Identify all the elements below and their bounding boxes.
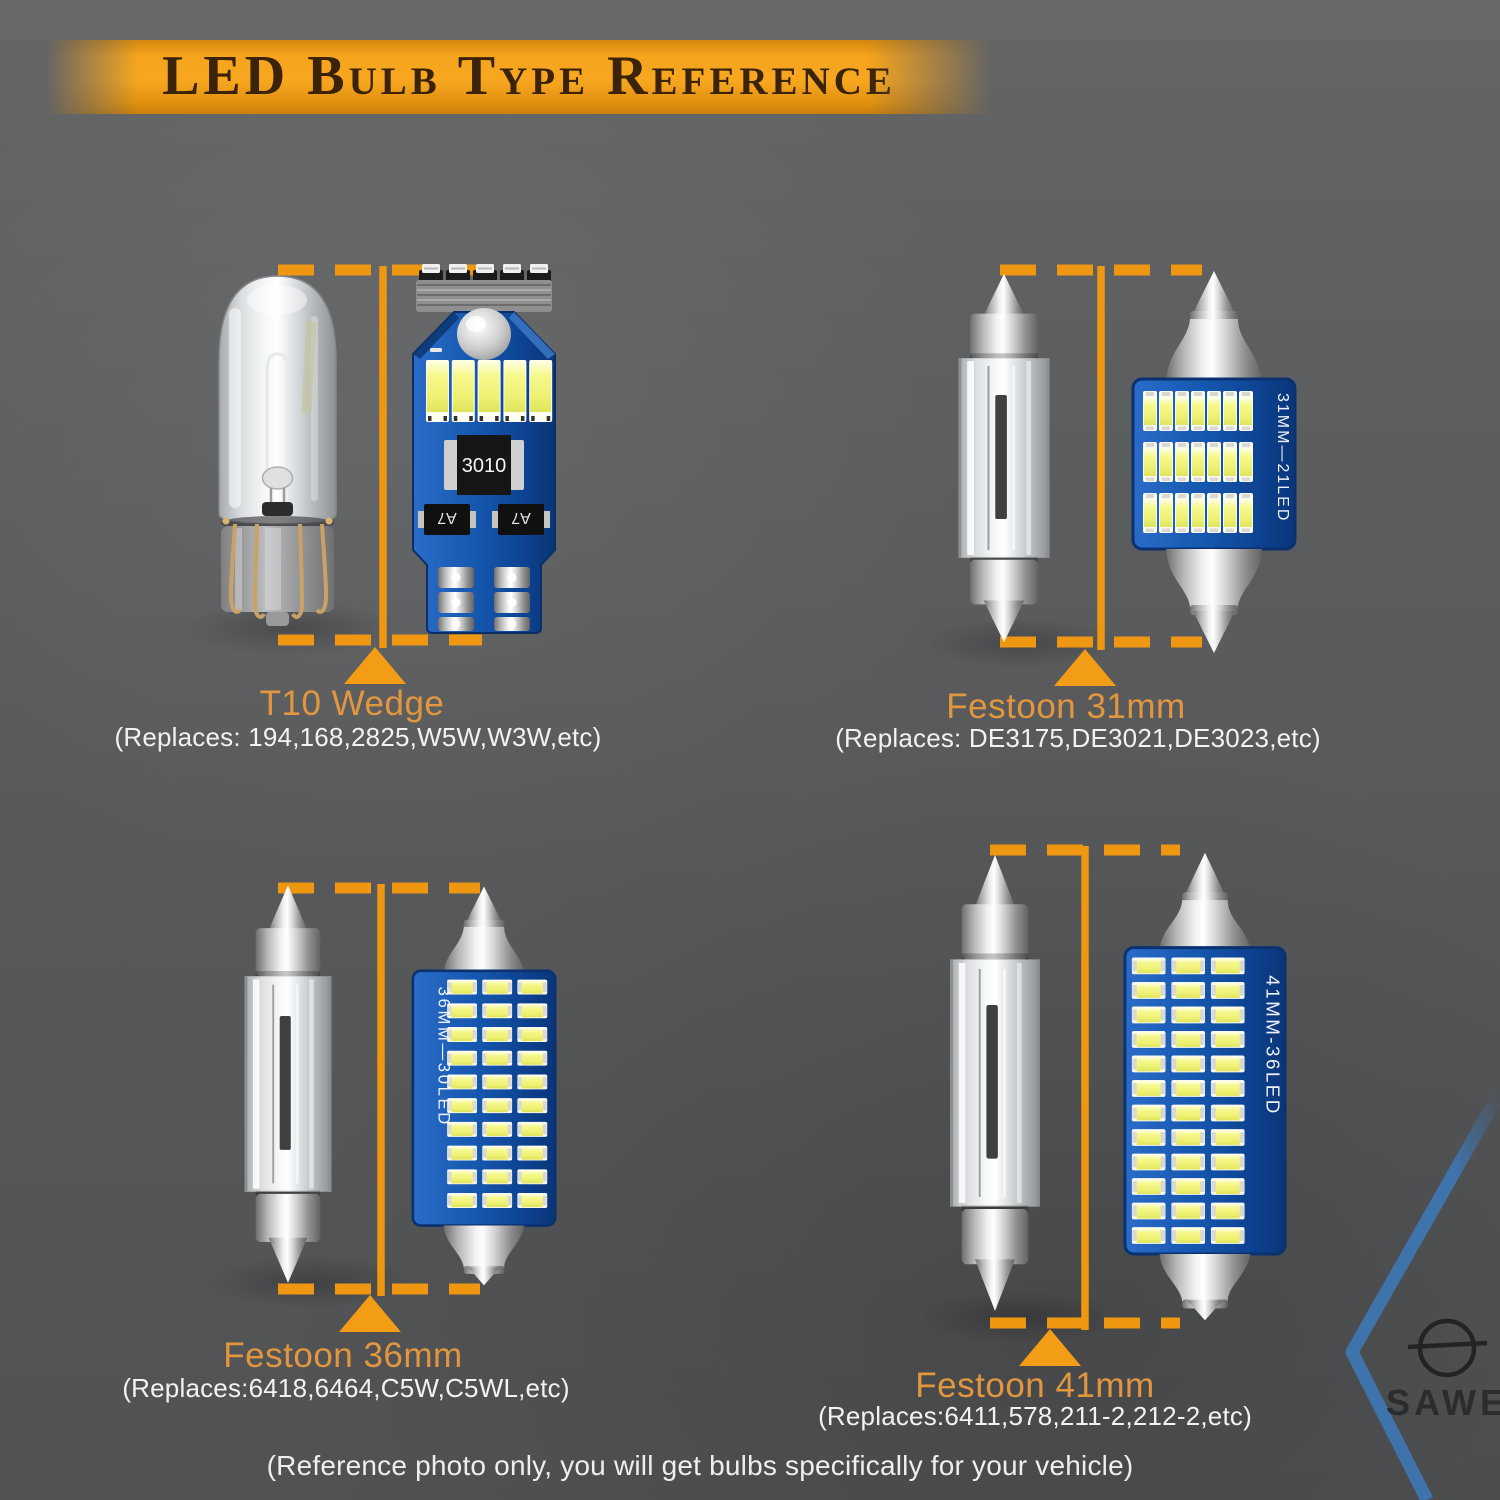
- board-size-label: 31MM—21LED: [1274, 393, 1291, 522]
- pointer-triangle: [1019, 1329, 1081, 1366]
- page-title: LED Bulb Type Reference: [162, 45, 896, 107]
- title-banner: LED Bulb Type Reference: [0, 40, 1010, 114]
- measure-festoon36: [278, 882, 480, 1296]
- brand-name: SAWE: [1386, 1382, 1500, 1423]
- driver-chips: A7 A7: [418, 504, 550, 535]
- festoon-glass-bulb-illustration: [958, 273, 1050, 643]
- driver-chip-label: A7: [511, 509, 531, 526]
- t10-led-bulb-illustration: 3010 A7 A7: [412, 264, 556, 634]
- festoon-glass-bulb-illustration: [244, 885, 332, 1283]
- board-size-label: 36MM—30LED: [434, 987, 453, 1127]
- led-chips-row: [426, 360, 553, 422]
- festoon-led-bulb-illustration: 41MM-36LED: [1123, 852, 1287, 1321]
- t10-glass-bulb-illustration: [218, 275, 337, 626]
- wedge-contact-pads: [438, 567, 530, 631]
- shadow: [915, 1290, 1125, 1344]
- bulb-type-label: Festoon 41mm: [915, 1366, 1155, 1405]
- brand-hexagon-edge: [1346, 1088, 1500, 1356]
- measure-festoon31: [1000, 264, 1202, 650]
- brand-logo: SAWE: [1345, 1088, 1500, 1500]
- pointer-triangle: [1054, 649, 1116, 686]
- led-heatsink: [416, 280, 552, 312]
- pointer-triangle: [339, 1295, 401, 1332]
- led-chip-grid: [1143, 391, 1253, 533]
- bulb-type-label: Festoon 31mm: [946, 687, 1186, 726]
- festoon-led-bulb-illustration: 36MM—30LED: [411, 886, 557, 1286]
- board-size-label: 41MM-36LED: [1262, 975, 1283, 1115]
- pointer-triangle: [344, 647, 406, 684]
- led-top-contacts: [419, 264, 551, 283]
- brand-hexagon-edge: [1346, 1349, 1433, 1500]
- circle-with-bar-icon: [1407, 1318, 1488, 1378]
- footer-note: (Reference photo only, you will get bulb…: [266, 1450, 1134, 1481]
- top-strip: [0, 0, 1500, 40]
- festoon-led-bulb-illustration: 31MM—21LED: [1131, 271, 1297, 653]
- measure-festoon41: [990, 844, 1180, 1330]
- bulb-type-label: Festoon 36mm: [223, 1336, 463, 1375]
- driver-chip-label: A7: [437, 509, 457, 526]
- resistor-3010: 3010: [444, 435, 524, 495]
- replaces-label: (Replaces:6411,578,211-2,212-2,etc): [818, 1401, 1252, 1431]
- measure-t10: [278, 264, 482, 648]
- bulb-type-label: T10 Wedge: [259, 684, 445, 723]
- replaces-label: (Replaces: 194,168,2825,W5W,W3W,etc): [114, 722, 602, 752]
- replaces-label: (Replaces: DE3175,DE3021,DE3023,etc): [835, 723, 1321, 753]
- resistor-label: 3010: [462, 455, 507, 477]
- festoon-glass-bulb-illustration: [950, 855, 1040, 1311]
- replaces-label: (Replaces:6418,6464,C5W,C5WL,etc): [122, 1373, 570, 1403]
